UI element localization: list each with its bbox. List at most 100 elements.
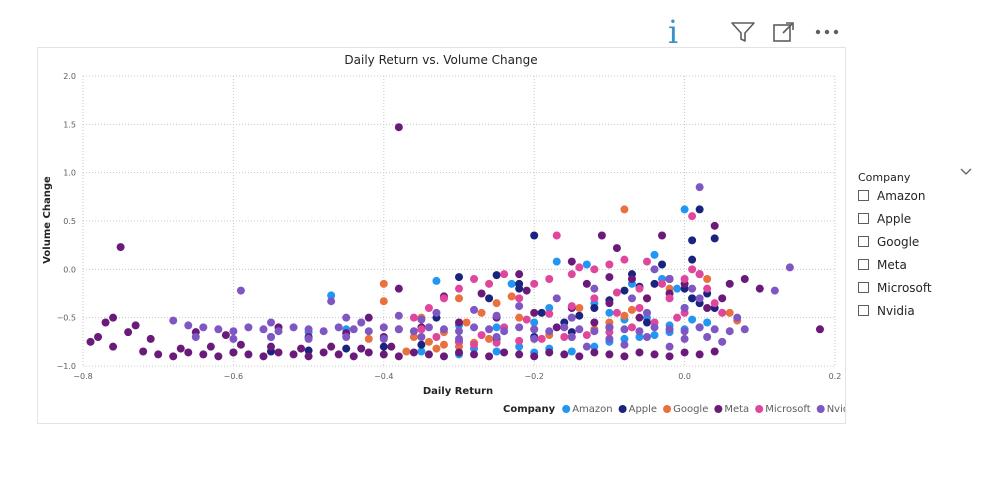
- data-point: [695, 183, 704, 192]
- data-point: [409, 327, 418, 336]
- data-point: [643, 333, 651, 341]
- data-point: [552, 257, 561, 266]
- checkbox[interactable]: [858, 305, 869, 316]
- data-point: [695, 294, 704, 303]
- data-point: [620, 325, 629, 334]
- data-point: [470, 340, 479, 349]
- data-point: [680, 327, 689, 336]
- data-point: [379, 334, 388, 343]
- data-point: [620, 255, 629, 264]
- y-axis: −1.0 −0.5 0.0 0.5 1.0 1.5 2.0: [57, 72, 76, 371]
- data-point: [635, 348, 644, 357]
- data-point: [109, 342, 118, 351]
- data-point: [485, 294, 494, 303]
- data-point: [680, 348, 689, 357]
- data-point: [455, 294, 463, 303]
- data-point: [485, 279, 494, 288]
- data-point: [236, 286, 245, 295]
- data-point: [349, 325, 358, 334]
- data-point: [289, 350, 298, 359]
- checkbox[interactable]: [858, 282, 869, 293]
- data-point: [635, 313, 644, 322]
- scatter-visual[interactable]: Daily Return vs. Volume Change −1.0 −0.5 0…: [37, 47, 846, 424]
- data-point: [590, 304, 599, 312]
- data-point: [357, 344, 366, 353]
- slicer-item-meta[interactable]: Meta: [858, 253, 974, 276]
- data-point: [304, 352, 313, 361]
- info-icon[interactable]: i: [668, 13, 679, 51]
- chevron-down-icon[interactable]: [960, 166, 972, 176]
- chart-gridlines: [82, 75, 836, 367]
- y-tick-label: −0.5: [57, 314, 76, 323]
- data-point: [432, 333, 441, 341]
- data-point: [274, 327, 283, 336]
- data-point: [590, 284, 599, 293]
- checkbox[interactable]: [858, 213, 869, 224]
- data-point: [530, 231, 539, 240]
- legend-label: Microsoft: [765, 404, 811, 415]
- data-point: [560, 333, 569, 341]
- data-point: [109, 313, 118, 322]
- data-point: [665, 325, 674, 334]
- more-options-icon[interactable]: [814, 20, 840, 44]
- data-point: [605, 299, 614, 308]
- data-point: [545, 275, 554, 283]
- data-point: [507, 292, 516, 301]
- data-point: [455, 284, 463, 293]
- data-point: [455, 334, 463, 343]
- data-point: [387, 342, 396, 351]
- data-point: [770, 286, 779, 295]
- y-tick-label: 1.0: [63, 169, 76, 178]
- slicer-item-google[interactable]: Google: [858, 230, 974, 253]
- slicer-item-label: Microsoft: [877, 280, 932, 295]
- data-point: [755, 284, 764, 293]
- data-point: [658, 260, 667, 269]
- data-point: [334, 350, 343, 359]
- data-point: [439, 340, 448, 349]
- data-point: [725, 279, 734, 288]
- data-point: [485, 352, 494, 361]
- checkbox[interactable]: [858, 259, 869, 270]
- data-point: [485, 325, 494, 334]
- data-point: [718, 308, 727, 317]
- slicer-header: Company: [858, 166, 974, 184]
- data-point: [417, 333, 426, 341]
- data-point: [364, 334, 373, 343]
- data-point: [567, 313, 576, 322]
- slicer-item-nvidia[interactable]: Nvidia: [858, 299, 974, 322]
- data-point: [522, 315, 531, 324]
- data-point: [424, 304, 433, 312]
- data-point: [560, 350, 569, 359]
- data-point: [688, 284, 697, 293]
- data-point: [650, 279, 659, 288]
- data-point: [620, 311, 629, 320]
- data-point: [582, 260, 591, 269]
- filter-icon[interactable]: [730, 20, 756, 44]
- data-point: [432, 276, 441, 285]
- data-point: [575, 311, 584, 320]
- slicer-item-amazon[interactable]: Amazon: [858, 184, 974, 207]
- data-point: [552, 294, 561, 303]
- data-point: [688, 265, 697, 274]
- checkbox[interactable]: [858, 236, 869, 247]
- data-point: [718, 294, 727, 303]
- data-point: [304, 346, 313, 355]
- legend-marker: [618, 405, 627, 413]
- data-point: [206, 342, 215, 351]
- data-point: [658, 231, 667, 240]
- data-points: [86, 123, 824, 361]
- data-point: [605, 350, 614, 359]
- slicer-title: Company: [858, 171, 911, 184]
- data-point: [357, 318, 366, 327]
- focus-mode-icon[interactable]: [772, 20, 796, 44]
- legend-marker: [714, 405, 723, 413]
- data-point: [650, 350, 659, 359]
- chart-title: Daily Return vs. Volume Change: [344, 53, 537, 67]
- data-point: [492, 323, 501, 332]
- checkbox[interactable]: [858, 190, 869, 201]
- slicer-item-apple[interactable]: Apple: [858, 207, 974, 230]
- data-point: [522, 286, 531, 295]
- data-point: [635, 327, 644, 336]
- data-point: [710, 325, 719, 334]
- slicer-item-microsoft[interactable]: Microsoft: [858, 276, 974, 299]
